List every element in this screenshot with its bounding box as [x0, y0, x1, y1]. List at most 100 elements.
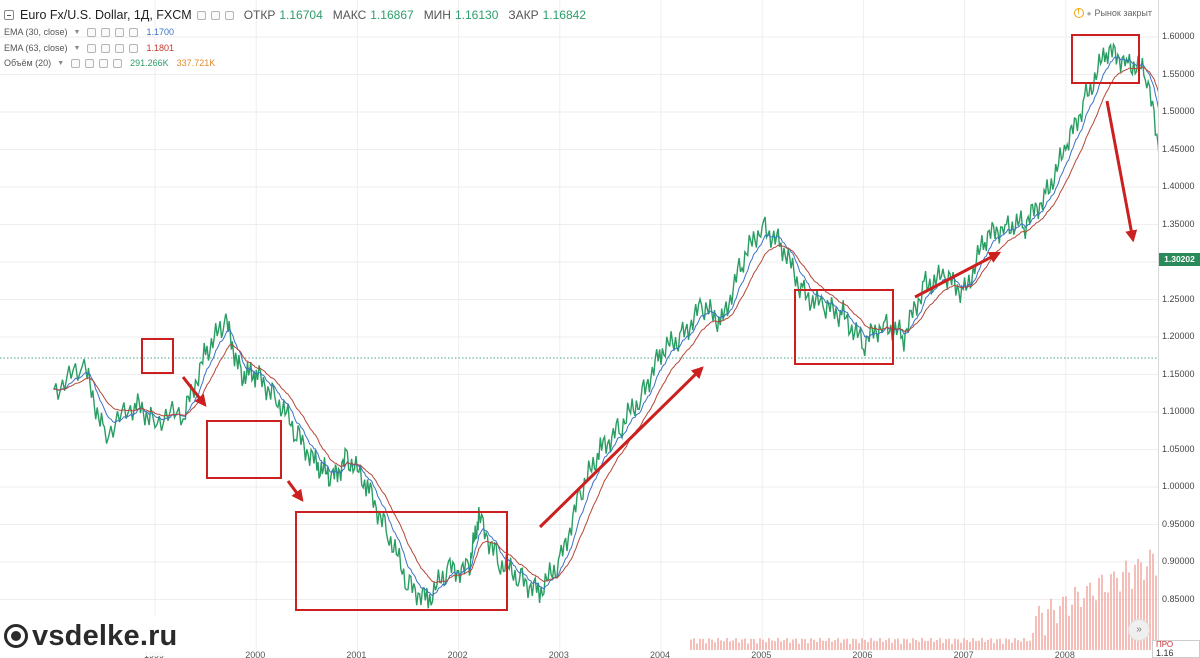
add-icon[interactable]	[115, 27, 125, 37]
volume-bar	[975, 640, 977, 650]
volume-bar	[1047, 609, 1049, 650]
volume-bar	[1032, 632, 1034, 650]
indicator-volume-ma-value: 337.721K	[176, 58, 216, 68]
volume-bar	[762, 639, 764, 650]
volume-bar	[753, 638, 755, 650]
price-scale-tick: 1.50000	[1162, 106, 1195, 116]
volume-bar	[1056, 623, 1058, 650]
volume-bar	[822, 640, 824, 650]
price-scale-tick: 1.55000	[1162, 68, 1195, 79]
double-chevron-right-icon: »	[1136, 624, 1142, 635]
ohlc-low-value: 1.16130	[454, 8, 499, 22]
volume-bar	[936, 639, 938, 650]
eye-icon[interactable]	[71, 58, 81, 68]
volume-bar	[1134, 564, 1136, 650]
dropdown-icon[interactable]: ▼	[73, 28, 81, 36]
volume-bar	[720, 640, 722, 650]
volume-bar	[927, 640, 929, 650]
indicator-volume[interactable]: Объём (20) ▼ 291.266K 337.721K	[4, 58, 215, 68]
volume-bar	[993, 643, 995, 650]
price-scale-tick: 1.25000	[1162, 293, 1195, 304]
volume-bar	[1146, 566, 1148, 650]
indicator-ema63[interactable]: EMA (63, close) ▼ 1.1801	[4, 43, 174, 53]
volume-bar	[789, 642, 791, 650]
volume-bar	[1035, 616, 1037, 650]
watermark: vsdelke.ru	[0, 616, 228, 656]
volume-bar	[843, 639, 845, 650]
price-scale[interactable]	[1158, 0, 1200, 658]
volume-bar	[774, 641, 776, 650]
collapse-icon[interactable]	[4, 10, 14, 20]
market-status[interactable]: ! ● Рынок закрыт	[1073, 8, 1152, 18]
volume-bar	[1116, 577, 1118, 650]
volume-bar	[795, 638, 797, 650]
volume-bar	[1002, 643, 1004, 650]
eye-icon[interactable]	[87, 27, 97, 37]
indicator-ema30[interactable]: EMA (30, close) ▼ 1.1700	[4, 27, 174, 37]
volume-bar	[867, 641, 869, 650]
volume-bar	[1050, 598, 1052, 650]
volume-bar	[813, 639, 815, 650]
volume-bar	[1062, 596, 1064, 650]
volume-bar	[732, 640, 734, 650]
close-icon[interactable]	[129, 27, 139, 37]
close-icon[interactable]	[224, 10, 234, 20]
volume-bar	[816, 642, 818, 650]
scroll-to-realtime-button[interactable]: »	[1128, 619, 1150, 641]
price-scale-tick: 1.10000	[1162, 406, 1195, 416]
volume-bar	[996, 639, 998, 650]
volume-bar	[699, 638, 701, 650]
volume-bar	[780, 641, 782, 650]
volume-bar	[1029, 640, 1031, 650]
volume-bar	[1038, 605, 1040, 650]
indicator-volume-name: Объём (20)	[4, 58, 52, 68]
volume-bar	[837, 638, 839, 650]
close-icon[interactable]	[129, 43, 139, 53]
price-scale-tick: 0.95000	[1162, 518, 1195, 529]
price-scale-tick: 1.60000	[1162, 31, 1195, 41]
volume-bar	[801, 638, 803, 650]
volume-bar	[1089, 582, 1091, 650]
price-scale-tick: 1.35000	[1162, 218, 1195, 229]
arrow-up-1	[538, 366, 704, 529]
add-icon[interactable]	[115, 43, 125, 53]
volume-bar	[1152, 553, 1154, 650]
annotation-box-2	[206, 420, 282, 479]
volume-bar	[1131, 588, 1133, 650]
settings-icon[interactable]	[210, 10, 220, 20]
volume-bar	[726, 638, 728, 650]
settings-icon[interactable]	[101, 43, 111, 53]
add-icon[interactable]	[99, 58, 109, 68]
volume-bar	[957, 639, 959, 650]
dropdown-icon[interactable]: ▼	[57, 59, 65, 67]
dropdown-icon[interactable]: ▼	[73, 44, 81, 52]
eye-icon[interactable]	[196, 10, 206, 20]
indicator-ema30-value: 1.1700	[146, 27, 174, 37]
settings-icon[interactable]	[101, 27, 111, 37]
time-scale-tick: 2007	[953, 650, 974, 658]
volume-bar	[1017, 640, 1019, 650]
volume-bar	[1005, 638, 1007, 650]
volume-bar	[807, 643, 809, 650]
plot-area[interactable]	[0, 0, 1160, 658]
ema30-line	[53, 56, 1160, 597]
symbol-legend: Euro Fx/U.S. Dollar, 1Д, FXCM ОТКР 1.1670…	[4, 8, 586, 22]
volume-bar	[777, 638, 779, 650]
close-icon[interactable]	[113, 58, 123, 68]
volume-bar	[840, 642, 842, 650]
volume-bar	[735, 638, 737, 650]
eye-icon[interactable]	[87, 43, 97, 53]
volume-bar	[729, 641, 731, 650]
grid	[0, 0, 1160, 658]
volume-bar	[912, 638, 914, 650]
volume-bar	[711, 639, 713, 650]
price-line	[53, 41, 1160, 609]
volume-bar	[750, 638, 752, 650]
volume-bar	[984, 641, 986, 650]
volume-bar	[1086, 585, 1088, 650]
volume-bar	[723, 641, 725, 650]
settings-icon[interactable]	[85, 58, 95, 68]
volume-bar	[756, 643, 758, 650]
volume-bar	[1011, 642, 1013, 650]
